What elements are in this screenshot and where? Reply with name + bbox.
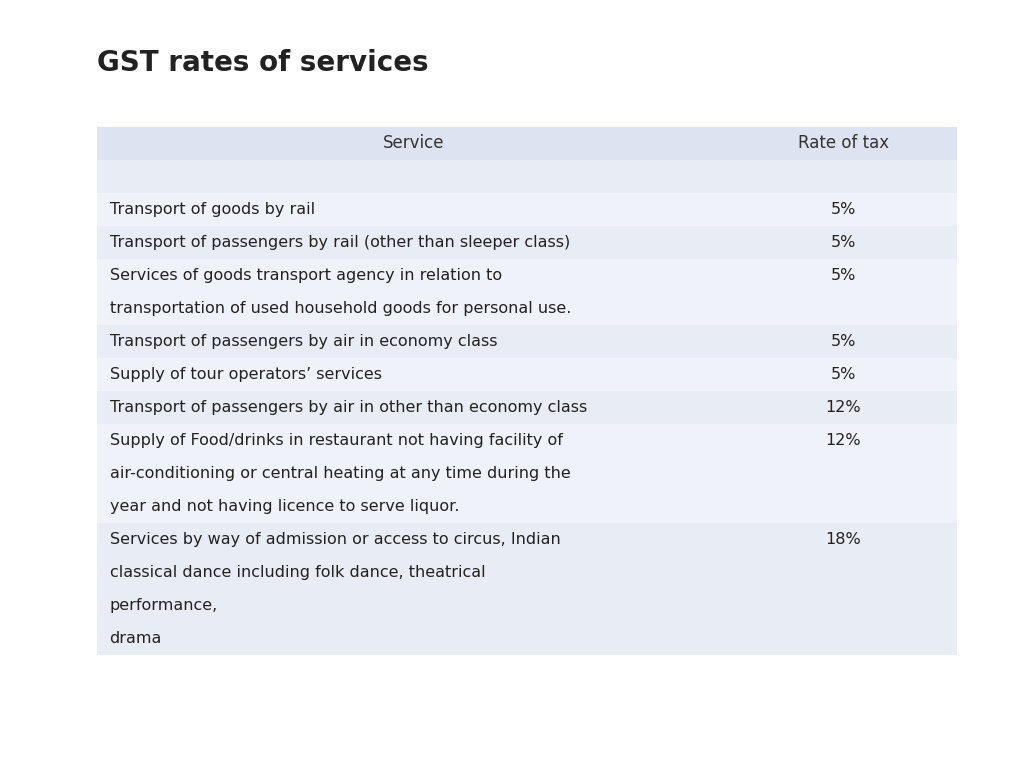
Text: Service: Service <box>383 134 444 152</box>
Text: Transport of passengers by air in other than economy class: Transport of passengers by air in other … <box>110 400 587 415</box>
Text: Transport of goods by rail: Transport of goods by rail <box>110 202 314 217</box>
FancyBboxPatch shape <box>97 589 957 622</box>
FancyBboxPatch shape <box>97 457 957 490</box>
FancyBboxPatch shape <box>97 193 957 226</box>
Text: 5%: 5% <box>830 268 856 283</box>
FancyBboxPatch shape <box>97 622 957 655</box>
Text: Transport of passengers by air in economy class: Transport of passengers by air in econom… <box>110 334 497 349</box>
FancyBboxPatch shape <box>97 325 957 358</box>
Text: 12%: 12% <box>825 433 861 448</box>
Text: Services of goods transport agency in relation to: Services of goods transport agency in re… <box>110 268 502 283</box>
Text: classical dance including folk dance, theatrical: classical dance including folk dance, th… <box>110 565 485 580</box>
Text: drama: drama <box>110 631 162 646</box>
Text: Services by way of admission or access to circus, Indian: Services by way of admission or access t… <box>110 532 560 547</box>
Text: 5%: 5% <box>830 367 856 382</box>
Text: Supply of tour operators’ services: Supply of tour operators’ services <box>110 367 382 382</box>
FancyBboxPatch shape <box>97 292 957 325</box>
Text: Supply of Food/drinks in restaurant not having facility of: Supply of Food/drinks in restaurant not … <box>110 433 562 448</box>
Text: Rate of tax: Rate of tax <box>798 134 889 152</box>
Text: Transport of passengers by rail (other than sleeper class): Transport of passengers by rail (other t… <box>110 235 569 250</box>
FancyBboxPatch shape <box>97 391 957 424</box>
Text: 12%: 12% <box>825 400 861 415</box>
Text: air-conditioning or central heating at any time during the: air-conditioning or central heating at a… <box>110 466 570 481</box>
FancyBboxPatch shape <box>97 358 957 391</box>
Text: performance,: performance, <box>110 598 218 613</box>
Text: transportation of used household goods for personal use.: transportation of used household goods f… <box>110 301 571 316</box>
FancyBboxPatch shape <box>97 226 957 259</box>
FancyBboxPatch shape <box>97 424 957 457</box>
Text: 5%: 5% <box>830 202 856 217</box>
Text: 18%: 18% <box>825 532 861 547</box>
Text: 5%: 5% <box>830 334 856 349</box>
FancyBboxPatch shape <box>97 523 957 556</box>
FancyBboxPatch shape <box>97 160 957 193</box>
FancyBboxPatch shape <box>97 556 957 589</box>
Text: GST rates of services: GST rates of services <box>97 49 429 77</box>
FancyBboxPatch shape <box>97 127 957 160</box>
Text: year and not having licence to serve liquor.: year and not having licence to serve liq… <box>110 499 459 514</box>
FancyBboxPatch shape <box>97 259 957 292</box>
Text: 5%: 5% <box>830 235 856 250</box>
FancyBboxPatch shape <box>97 490 957 523</box>
